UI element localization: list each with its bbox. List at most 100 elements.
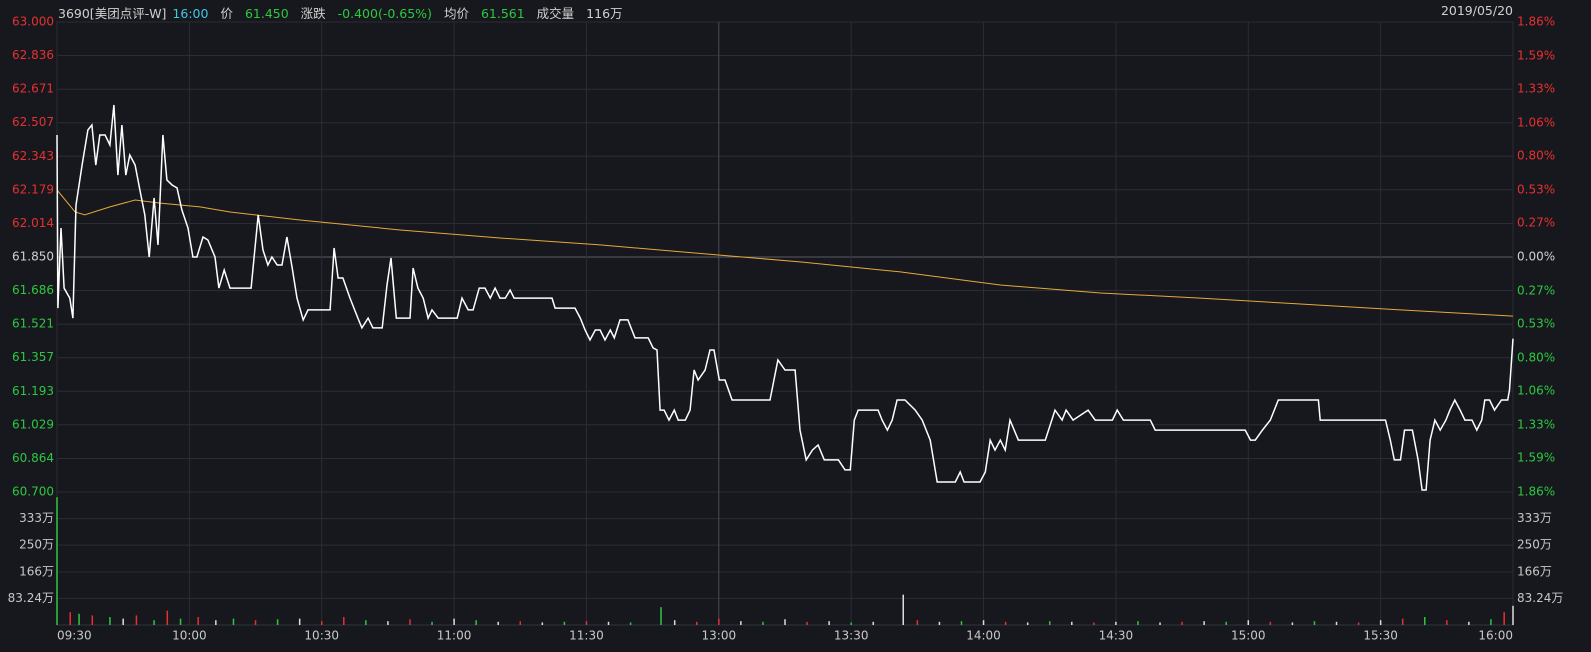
volume-bar	[1093, 622, 1095, 625]
y2-tick-label: 0.53%	[1517, 316, 1555, 330]
price-line	[56, 104, 1514, 491]
volume-bar	[78, 613, 80, 625]
x-tick-label: 15:30	[1363, 629, 1398, 643]
volume-bar	[784, 619, 786, 625]
average-line	[56, 189, 1514, 317]
volume-bar	[135, 615, 138, 625]
x-tick-label: 15:00	[1231, 629, 1266, 643]
volume-bar	[740, 621, 742, 625]
volume-bar	[1026, 622, 1029, 625]
volume-tick-label: 83.24万	[1517, 591, 1563, 605]
avg: 61.561	[480, 6, 525, 21]
volume-bar	[453, 618, 455, 625]
y2-tick-label: 1.59%	[1517, 49, 1555, 63]
y2-tick-label: 0.80%	[1517, 148, 1555, 162]
volume-bar	[938, 621, 941, 625]
x-tick-label: 13:00	[702, 629, 737, 643]
volume-bar	[1401, 618, 1404, 625]
change-label: 涨跌	[300, 6, 326, 21]
volume-bar	[607, 621, 610, 625]
volume-bar	[916, 620, 919, 625]
volume-bar	[806, 621, 808, 625]
volume-bar	[1313, 621, 1316, 625]
x-tick-label: 10:00	[172, 629, 207, 643]
volume-bar	[1424, 617, 1426, 625]
volume-bar	[1203, 621, 1205, 625]
volume-bar	[232, 618, 235, 625]
volume-bar	[718, 618, 720, 625]
change: -0.400(-0.65%)	[337, 6, 432, 21]
y2-tick-label: 0.53%	[1517, 183, 1555, 197]
volume-bar	[660, 607, 662, 625]
volume-bar	[1379, 620, 1382, 625]
volume-bar	[343, 617, 345, 625]
y-tick-label: 62.507	[12, 115, 54, 129]
x-tick-label: 14:30	[1099, 629, 1134, 643]
volume-tick-label: 333万	[19, 511, 54, 525]
volume-bar	[1468, 621, 1470, 625]
y2-tick-label: 0.00%	[1517, 250, 1555, 264]
volume-tick-label: 250万	[19, 538, 54, 552]
volume-bar	[1181, 621, 1183, 625]
volume-bar	[1071, 621, 1073, 625]
volume-bar	[409, 619, 411, 625]
volume-bar	[696, 621, 698, 625]
volume-tick-label: 166万	[1517, 564, 1552, 578]
volume-bar	[1335, 621, 1338, 625]
volume-bar	[1512, 605, 1514, 625]
volume-bar	[365, 620, 367, 625]
volume-bar	[1137, 621, 1139, 625]
volume-bar	[166, 610, 169, 625]
y2-tick-label: 0.27%	[1517, 215, 1555, 229]
volume-bar	[497, 621, 499, 625]
volume-bar	[254, 620, 257, 625]
y2-tick-label: 0.27%	[1517, 284, 1555, 298]
y2-tick-label: 1.06%	[1517, 116, 1555, 130]
volume-bar	[1269, 621, 1272, 625]
volume-bar	[69, 612, 71, 625]
volume-bar	[1247, 620, 1250, 625]
y-tick-label: 61.357	[12, 350, 54, 364]
volume-bar	[91, 615, 94, 625]
volume-bar	[298, 618, 301, 625]
y-tick-label: 62.836	[12, 48, 54, 62]
volume-bar	[1490, 619, 1492, 625]
y-tick-label: 62.014	[12, 216, 54, 230]
volume-bar	[179, 618, 182, 625]
volume-bar	[153, 620, 155, 625]
y2-tick-label: 1.06%	[1517, 383, 1555, 397]
quote-header: 3690[美团点评-W] 16:00 价 61.450 涨跌 -0.400(-0…	[58, 3, 631, 22]
volume-bar	[902, 594, 904, 625]
volume-bar	[1115, 621, 1117, 625]
volume-bar	[872, 621, 874, 625]
volume-bar	[850, 622, 852, 625]
stock-code: 3690[美团点评-W]	[58, 6, 167, 21]
x-tick-label: 14:00	[966, 629, 1001, 643]
volume-bar	[1503, 612, 1505, 625]
volume-bar	[320, 621, 323, 625]
volume-bar	[109, 617, 111, 625]
volume: 116万	[586, 6, 623, 21]
volume-bar	[215, 620, 217, 625]
volume-bar	[563, 621, 566, 625]
date: 2019/05/20	[1440, 3, 1513, 18]
volume-bar	[1357, 622, 1360, 625]
y2-tick-label: 1.59%	[1517, 450, 1555, 464]
x-tick-label: 09:30	[57, 629, 92, 643]
volume-bar	[56, 497, 58, 625]
avg-label: 均价	[443, 6, 469, 21]
y2-tick-label: 1.86%	[1517, 485, 1555, 499]
volume-bar	[541, 622, 544, 625]
volume-tick-label: 83.24万	[8, 591, 54, 605]
y-tick-label: 61.686	[12, 283, 54, 297]
volume-bar	[762, 621, 764, 625]
y-tick-label: 63.000	[12, 15, 54, 29]
volume-bar	[1291, 622, 1294, 625]
volume-label: 成交量	[536, 6, 575, 21]
volume-tick-label: 250万	[1517, 538, 1552, 552]
y-tick-label: 61.029	[12, 417, 54, 431]
y-tick-label: 61.521	[12, 317, 54, 331]
volume-bar	[585, 621, 588, 625]
